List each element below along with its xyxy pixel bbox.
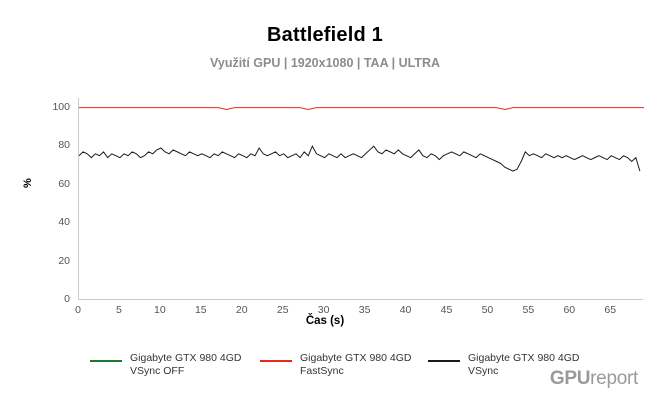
x-tick-label: 50 (481, 304, 494, 316)
x-tick-label: 55 (522, 304, 535, 316)
legend-label: Gigabyte GTX 980 4GD FastSync (300, 352, 411, 378)
legend-label-line2: VSync OFF (130, 365, 185, 377)
legend-label-line1: Gigabyte GTX 980 4GD (300, 352, 412, 364)
x-tick-label: 45 (440, 304, 453, 316)
legend-swatch-line-icon (260, 360, 292, 362)
x-tick-label: 35 (358, 304, 371, 316)
x-tick-label: 10 (154, 304, 166, 316)
x-axis-label: Čas (s) (305, 315, 345, 327)
y-tick-label: 80 (58, 139, 70, 152)
y-tick-label: 40 (58, 216, 70, 229)
gpureport-watermark: GPUreport (550, 368, 638, 390)
legend-swatch-line-icon (428, 360, 460, 362)
x-tick-label: 60 (563, 304, 576, 316)
x-tick-label: 25 (276, 304, 289, 316)
watermark-bold: GPU (549, 368, 591, 389)
legend-label: Gigabyte GTX 980 4GD VSync (468, 352, 579, 378)
x-tick-label: 30 (317, 304, 330, 316)
series-lines (79, 107, 644, 172)
watermark-light: report (590, 368, 638, 389)
legend-label: Gigabyte GTX 980 4GD VSync OFF (130, 352, 241, 378)
chart-legend: Gigabyte GTX 980 4GD VSync OFF Gigabyte GT… (80, 352, 600, 386)
legend-label-line1: Gigabyte GTX 980 4GD (468, 352, 580, 364)
y-tick-label: 0 (64, 293, 70, 305)
x-tick-label: 65 (604, 304, 617, 316)
y-tick-label: 100 (52, 100, 70, 113)
chart-title: Battlefield 1 (267, 24, 383, 46)
chart-subtitle: Využití GPU | 1920x1080 | TAA | ULTRA (210, 56, 440, 70)
x-tick-label: 15 (194, 304, 207, 316)
plot-area (78, 98, 644, 300)
y-tick-label: 60 (58, 177, 70, 190)
x-tick-label: 40 (399, 304, 412, 316)
series-line-2 (79, 144, 641, 172)
x-tick-label: 5 (116, 304, 122, 316)
series-line-1 (79, 107, 644, 111)
legend-label-line2: FastSync (300, 365, 344, 377)
legend-swatch-line-icon (90, 360, 122, 362)
x-tick-label: 0 (75, 304, 81, 316)
legend-label-line1: Gigabyte GTX 980 4GD (130, 352, 242, 364)
y-tick-label: 20 (58, 254, 70, 267)
legend-label-line2: VSync (468, 365, 499, 377)
x-tick-label: 20 (235, 304, 248, 316)
